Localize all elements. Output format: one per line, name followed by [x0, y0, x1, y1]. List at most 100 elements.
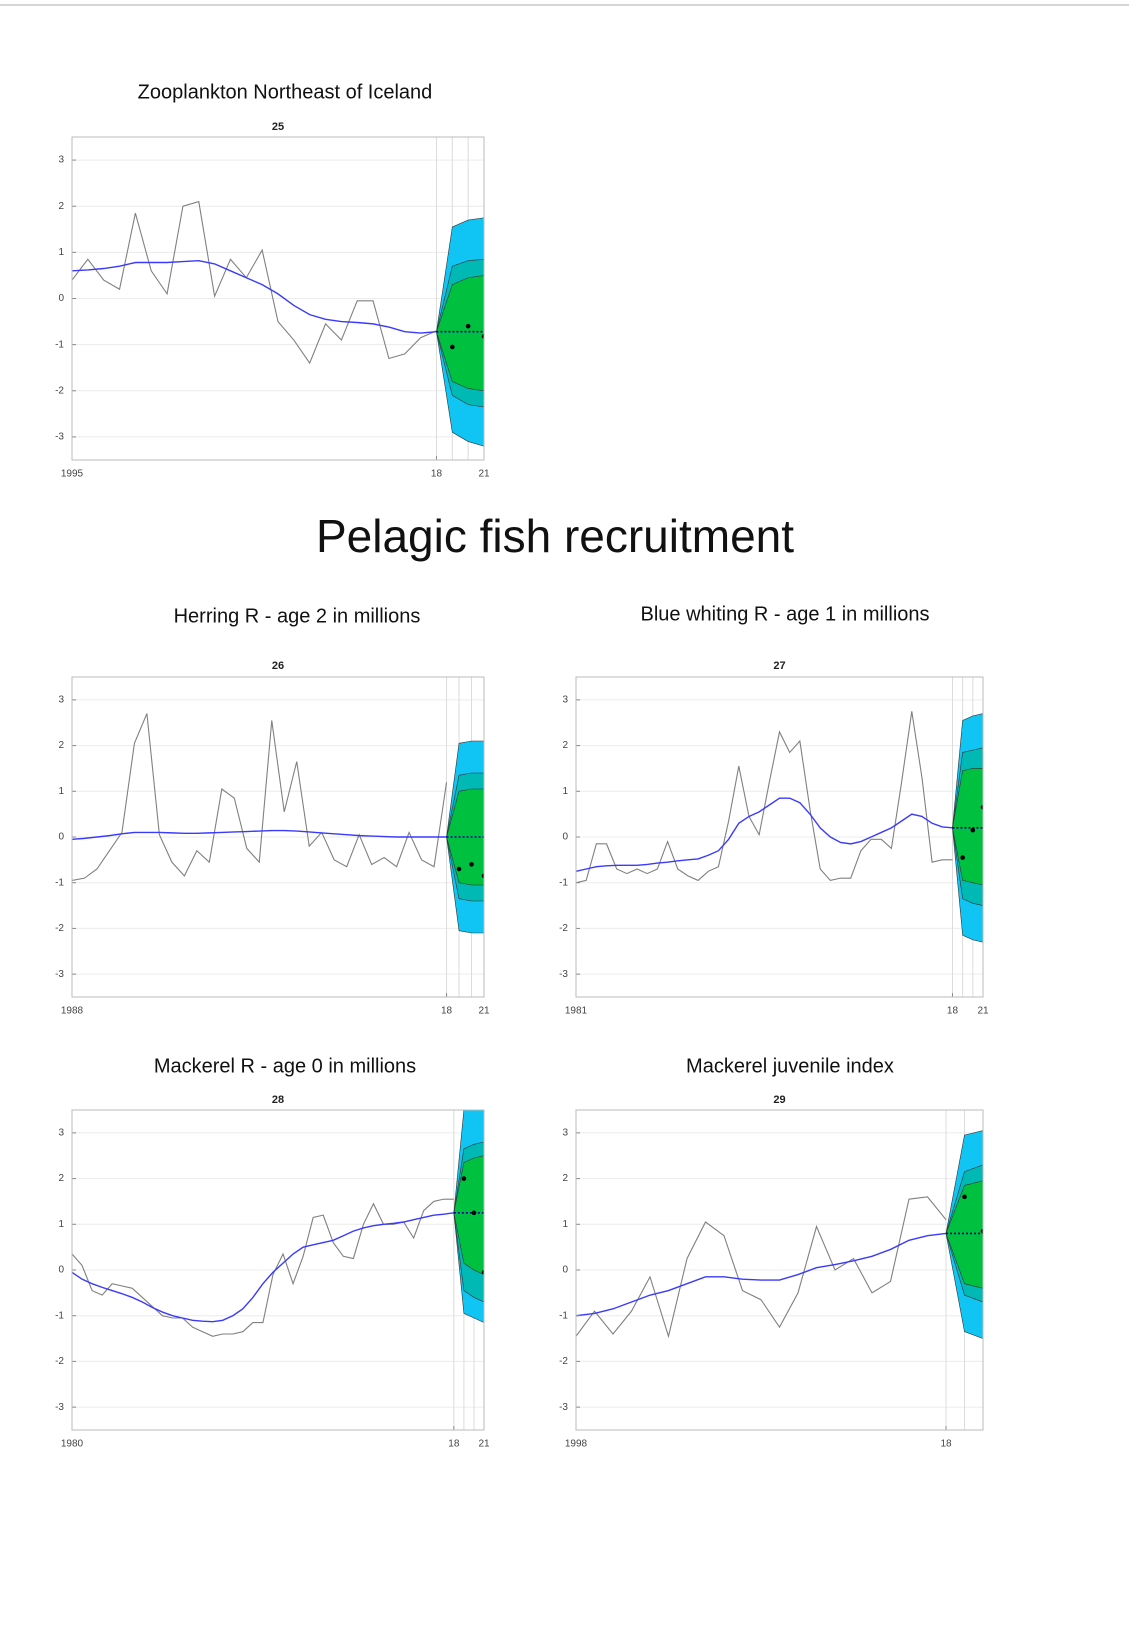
- panel-number: 25: [272, 121, 284, 133]
- y-tick-label: -3: [55, 969, 64, 980]
- y-tick-label: 3: [58, 1127, 64, 1138]
- y-tick-label: 0: [562, 1265, 568, 1276]
- y-tick-label: 0: [58, 832, 64, 843]
- forecast-point: [461, 1176, 467, 1181]
- chart-title: Herring R - age 2 in millions: [174, 605, 421, 627]
- y-tick-label: -1: [55, 877, 64, 888]
- y-tick-label: -3: [559, 969, 568, 980]
- y-tick-label: -2: [559, 1356, 568, 1367]
- plot-frame: [71, 676, 485, 998]
- y-tick-label: -2: [55, 923, 64, 934]
- series-line: [576, 797, 953, 872]
- chart-title: Zooplankton Northeast of Iceland: [138, 81, 433, 103]
- x-tick-label: 1980: [61, 1439, 84, 1450]
- forecast-point: [456, 866, 462, 872]
- y-tick-label: -1: [55, 339, 64, 350]
- plot-frame: [575, 676, 984, 998]
- forecast-point: [465, 323, 471, 329]
- x-tick-label: 18: [431, 469, 443, 480]
- chart-panel: Zooplankton Northeast of Iceland 25 -3 -2 -1…: [55, 81, 490, 479]
- chart-panel: Herring R - age 2 in millions 26 -3 -2 -1 0 1 2…: [55, 605, 490, 1016]
- plot-area: [72, 677, 484, 997]
- panel-number: 26: [272, 660, 284, 672]
- y-tick-label: 0: [58, 1265, 64, 1276]
- panel-number: 29: [773, 1094, 785, 1106]
- x-tick-label: 21: [478, 1439, 490, 1450]
- x-tick-label: 18: [947, 1006, 959, 1017]
- chart-panel: Mackerel R - age 0 in millions 28 -3 -2 -1 0 1…: [55, 1055, 490, 1449]
- y-tick-label: -2: [55, 1356, 64, 1367]
- panel-number: 27: [773, 660, 785, 672]
- series-line: [576, 1232, 947, 1317]
- forecast-point: [980, 804, 983, 810]
- y-tick-label: 1: [58, 1219, 64, 1230]
- y-tick-label: 3: [562, 1127, 568, 1138]
- section-heading: Pelagic fish recruitment: [316, 510, 794, 562]
- series-line: [72, 713, 448, 881]
- y-tick-label: 2: [562, 740, 568, 751]
- series-line: [72, 829, 447, 840]
- x-tick-label: 21: [977, 1006, 989, 1017]
- x-tick-label: 1981: [565, 1006, 588, 1017]
- y-tick-label: 1: [562, 1219, 568, 1230]
- forecast-point: [481, 873, 484, 879]
- plot-area: [72, 137, 484, 460]
- forecast-point: [962, 1194, 967, 1200]
- plot-area: [72, 1110, 484, 1430]
- chart-panel: Mackerel juvenile index 29 -3 -2 -1 0 1 2 3 1998 1…: [559, 1055, 984, 1450]
- y-tick-label: 1: [562, 786, 568, 797]
- y-tick-label: -1: [55, 1310, 64, 1321]
- forecast-band: [436, 275, 484, 392]
- forecast-band: [453, 1155, 484, 1275]
- forecast-point: [450, 344, 455, 350]
- series-line: [72, 200, 437, 365]
- y-tick-label: 3: [58, 155, 64, 166]
- y-tick-label: -1: [559, 1310, 568, 1321]
- x-tick-label: 18: [441, 1006, 453, 1017]
- x-tick-label: 1988: [61, 1006, 84, 1017]
- forecast-band: [952, 768, 983, 886]
- forecast-point: [469, 862, 474, 867]
- forecast-point: [481, 1269, 484, 1275]
- forecast-point: [960, 855, 965, 860]
- forecast-point: [970, 827, 976, 833]
- y-tick-label: 2: [58, 740, 64, 751]
- y-tick-label: 1: [58, 247, 64, 258]
- y-tick-label: 1: [58, 786, 64, 797]
- series-line: [72, 259, 437, 334]
- series-line: [72, 1212, 454, 1323]
- plot-area: [576, 1110, 983, 1430]
- y-tick-label: 3: [58, 694, 64, 705]
- plot-frame: [71, 136, 485, 461]
- forecast-point: [980, 1228, 983, 1234]
- y-tick-label: -3: [55, 432, 64, 443]
- chart-panel: Blue whiting R - age 1 in millions 27 -3 -2…: [559, 603, 989, 1016]
- y-tick-label: -3: [559, 1402, 568, 1413]
- forecast-band: [446, 788, 484, 886]
- y-tick-label: 2: [58, 1173, 64, 1184]
- forecast-band: [945, 1180, 983, 1289]
- chart-title: Mackerel juvenile index: [686, 1055, 894, 1077]
- series-line: [576, 711, 953, 884]
- x-tick-label: 1995: [61, 469, 84, 480]
- chart-title: Blue whiting R - age 1 in millions: [640, 603, 929, 625]
- y-tick-label: 3: [562, 694, 568, 705]
- plot-frame: [71, 1109, 485, 1431]
- x-tick-label: 18: [448, 1439, 460, 1450]
- forecast-point: [471, 1210, 477, 1216]
- y-tick-label: -3: [55, 1402, 64, 1413]
- forecast-point: [481, 334, 484, 339]
- x-tick-label: 21: [478, 1006, 490, 1017]
- y-tick-label: 2: [562, 1173, 568, 1184]
- x-tick-label: 21: [478, 469, 490, 480]
- x-tick-label: 1998: [565, 1439, 588, 1450]
- x-tick-label: 18: [940, 1439, 952, 1450]
- y-tick-label: -1: [559, 877, 568, 888]
- y-tick-label: -2: [55, 385, 64, 396]
- panel-number: 28: [272, 1094, 284, 1106]
- y-tick-label: 2: [58, 201, 64, 212]
- y-tick-label: -2: [559, 923, 568, 934]
- plot-area: [576, 677, 983, 997]
